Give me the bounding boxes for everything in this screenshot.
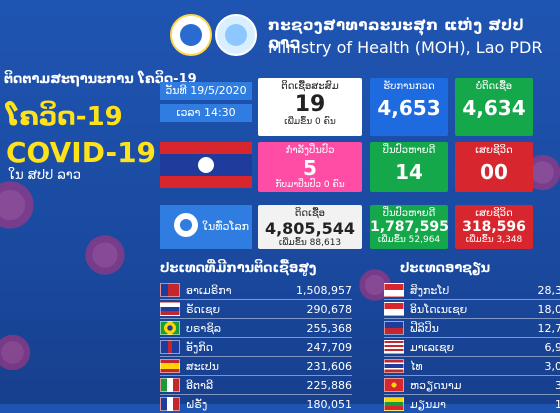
- list-item: ຟີລິປິນ12,718: [384, 319, 560, 337]
- deaths-value: 00: [480, 160, 508, 184]
- list-item: ມຽນມາ191: [384, 395, 560, 413]
- vietnam-flag-icon: [384, 378, 404, 392]
- thailand-flag-icon: [384, 359, 404, 373]
- top-countries-list: ອາເມຣິກາ 1,508,957 ຣັດເຊຍ 290,678 ບຣາຊິລ 25…: [160, 281, 352, 413]
- title-covid: COVID-19: [6, 136, 157, 169]
- recovered-value: 14: [395, 160, 423, 184]
- virus-decoration: [0, 330, 35, 375]
- health-logo: [215, 14, 257, 56]
- list-item: ຫວຽດນາມ324: [384, 376, 560, 394]
- ministry-en-title: Ministry of Health (MOH), Lao PDR: [268, 38, 543, 57]
- treatment-label: ກຳລັງປິ່ນປົວ: [285, 145, 335, 156]
- list-item: ຝຣັ່ງ 180,051: [160, 395, 352, 413]
- deaths-tile: ເສຍຊີວິດ 00: [455, 142, 533, 192]
- world-deaths-value: 318,596: [462, 219, 526, 235]
- italy-flag-icon: [160, 378, 180, 392]
- world-recovered-sub: ເພີ່ມຂຶ້ນ 52,964: [377, 235, 441, 245]
- list-item: ບຣາຊິລ 255,368: [160, 319, 352, 337]
- list-item: ອີຕາລີ 225,886: [160, 376, 352, 394]
- world-deaths-label: ເສຍຊີວິດ: [475, 208, 513, 219]
- tested-tile: ຮັບການກວດ 4,653: [370, 78, 448, 136]
- negative-label: ບໍ່ຕິດເຊື້ອ: [475, 81, 513, 92]
- uk-flag-icon: [160, 340, 180, 354]
- malaysia-flag-icon: [384, 340, 404, 354]
- virus-decoration: [0, 175, 40, 235]
- russia-flag-icon: [160, 302, 180, 316]
- ministry-lao-title: ກະຊວງສາທາລະນະສຸກ ແຫ່ງ ສປປ ລາວ: [268, 16, 524, 52]
- title-lao: ໂຄວິດ-19: [6, 102, 123, 132]
- total-cases-tile: ຕິດເຊື້ອສະສົມ 19 ເພີ່ມຂຶ້ນ 0 ຄົນ: [258, 78, 362, 136]
- globe-icon-inner: [180, 219, 192, 231]
- world-recovered-label: ປິ່ນປົວຫາຍດີ: [382, 208, 436, 219]
- world-cases-label: ຕິດເຊື້ອ: [294, 208, 326, 219]
- recovered-tile: ປິ່ນປົວຫາຍດີ 14: [370, 142, 448, 192]
- tested-label: ຮັບການກວດ: [383, 81, 435, 92]
- tested-value: 4,653: [377, 96, 441, 120]
- treatment-value: 5: [303, 156, 317, 180]
- philippines-flag-icon: [384, 321, 404, 335]
- total-cases-label: ຕິດເຊື້ອສະສົມ: [281, 81, 339, 92]
- brazil-flag-icon: [160, 321, 180, 335]
- spain-flag-icon: [160, 359, 180, 373]
- world-deaths-tile: ເສຍຊີວິດ 318,596 ເພີ່ມຂຶ້ນ 3,348: [455, 205, 533, 249]
- world-label: ໃນທົ່ວໂລກ: [202, 220, 250, 233]
- list-item: ອັງກິດ 247,709: [160, 338, 352, 356]
- asean-title: ປະເທດອາຊຽນ: [400, 261, 491, 276]
- left-subtitle: ຕິດຕາມສະຖານະການ ໂຄວິດ-19: [4, 72, 197, 87]
- list-item: ສະເປນ 231,606: [160, 357, 352, 375]
- world-recovered-tile: ປິ່ນປົວຫາຍດີ 1,787,595 ເພີ່ມຂຶ້ນ 52,964: [370, 205, 449, 249]
- country-label: ໃນ ສປປ ລາວ: [8, 168, 82, 183]
- indonesia-flag-icon: [384, 302, 404, 316]
- date-label: ວັນທີ 19/5/2020: [160, 82, 252, 100]
- usa-flag-icon: [160, 283, 180, 297]
- negative-tile: ບໍ່ຕິດເຊື້ອ 4,634: [455, 78, 533, 136]
- world-cases-tile: ຕິດເຊື້ອ 4,805,544 ເພີ່ມຂຶ້ນ 88,613: [258, 205, 362, 249]
- list-item: ອາເມຣິກາ 1,508,957: [160, 281, 352, 299]
- time-label: ເວລາ 14:30: [160, 104, 252, 122]
- total-cases-value: 19: [294, 92, 326, 117]
- myanmar-flag-icon: [384, 397, 404, 411]
- france-flag-icon: [160, 397, 180, 411]
- singapore-flag-icon: [384, 283, 404, 297]
- world-cases-value: 4,805,544: [264, 219, 356, 238]
- list-item: ຣັດເຊຍ 290,678: [160, 300, 352, 318]
- total-cases-sub: ເພີ່ມຂຶ້ນ 0 ຄົນ: [284, 117, 336, 127]
- deaths-label: ເສຍຊີວິດ: [475, 145, 513, 156]
- virus-decoration: [80, 230, 130, 280]
- negative-value: 4,634: [462, 96, 526, 120]
- top-countries-title: ປະເທດທີ່ມີການຕິດເຊື້ອສູງ: [160, 261, 317, 276]
- treatment-sub: ກັບມາປິ່ນປົວ 0 ຄົນ: [275, 180, 345, 190]
- lao-flag: [160, 142, 252, 188]
- world-cases-sub: ເພີ່ມຂຶ້ນ 88,613: [278, 238, 342, 248]
- ministry-logo: [170, 14, 212, 56]
- recovered-label: ປິ່ນປົວຫາຍດີ: [382, 145, 436, 156]
- world-deaths-sub: ເພີ່ມຂຶ້ນ 3,348: [465, 235, 523, 245]
- world-recovered-value: 1,787,595: [370, 219, 449, 235]
- list-item: ໄທ3,033: [384, 357, 560, 375]
- treatment-tile: ກຳລັງປິ່ນປົວ 5 ກັບມາປິ່ນປົວ 0 ຄົນ: [258, 142, 362, 192]
